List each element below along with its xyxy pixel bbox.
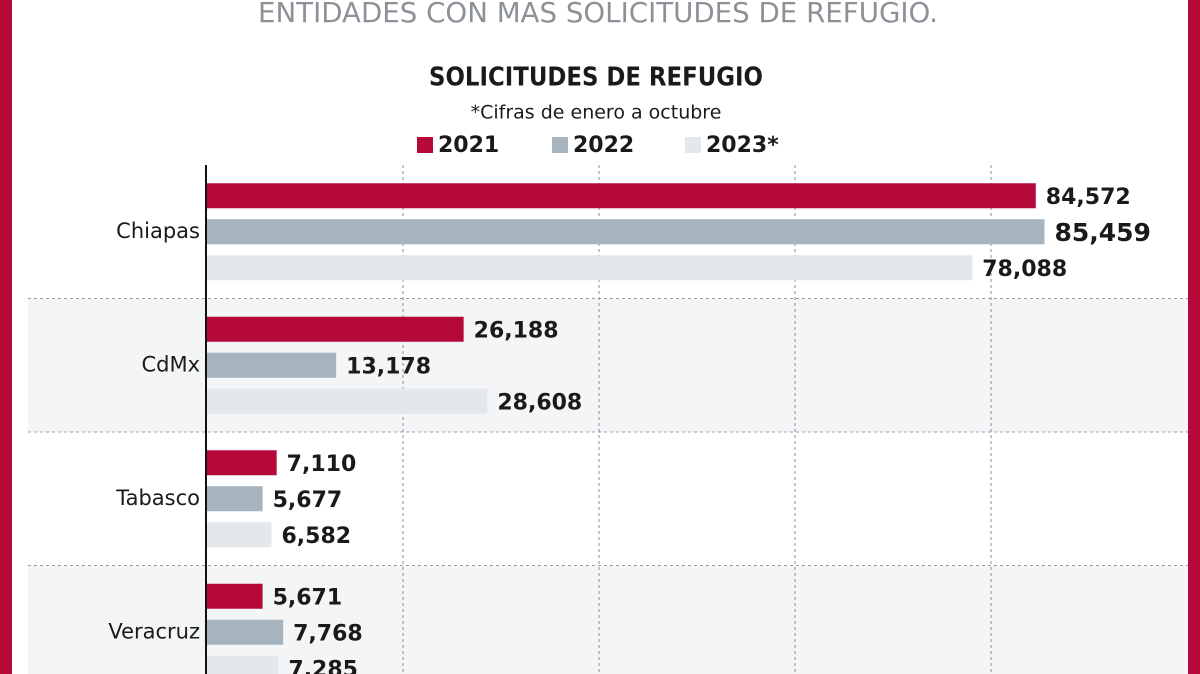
legend-swatch bbox=[685, 137, 701, 153]
bar bbox=[207, 352, 337, 378]
bar bbox=[207, 183, 1036, 209]
value-label: 13,178 bbox=[346, 354, 431, 379]
bar bbox=[207, 316, 464, 342]
value-label: 7,110 bbox=[287, 452, 357, 477]
y-tick-label: CdMx bbox=[141, 352, 200, 376]
value-label: 26,188 bbox=[474, 318, 559, 343]
bar bbox=[207, 522, 272, 548]
bar bbox=[207, 583, 263, 609]
bar bbox=[207, 255, 973, 281]
legend-swatch bbox=[552, 137, 568, 153]
chart-subtitle: *Cifras de enero a octubre bbox=[471, 102, 722, 124]
y-tick-label: Tabasco bbox=[115, 486, 200, 510]
value-label: 7,768 bbox=[293, 621, 363, 646]
value-label: 85,459 bbox=[1054, 218, 1150, 247]
legend-label: 2021 bbox=[438, 133, 499, 158]
y-tick-label: Veracruz bbox=[108, 619, 200, 643]
value-label: 5,677 bbox=[273, 488, 343, 513]
frame-left bbox=[0, 0, 12, 674]
value-label: 6,582 bbox=[282, 524, 352, 549]
row-band bbox=[28, 298, 1188, 432]
legend-swatch bbox=[417, 137, 433, 153]
value-label: 5,671 bbox=[273, 585, 343, 610]
bar bbox=[207, 388, 488, 414]
value-label: 28,608 bbox=[497, 390, 582, 415]
row-band bbox=[28, 565, 1188, 674]
bar bbox=[207, 619, 284, 645]
y-tick-label: Chiapas bbox=[116, 219, 200, 243]
frame-right bbox=[1188, 0, 1200, 674]
value-label: 84,572 bbox=[1046, 185, 1131, 210]
header: ENTIDADES CON MÁS SOLICITUDES DE REFUGIO… bbox=[258, 0, 938, 29]
legend-label: 2022 bbox=[573, 133, 634, 158]
value-label: 7,285 bbox=[288, 657, 358, 674]
bar bbox=[207, 219, 1045, 245]
chart-title: SOLICITUDES DE REFUGIO bbox=[429, 63, 763, 93]
bar bbox=[207, 450, 277, 476]
bar bbox=[207, 486, 263, 512]
bar bbox=[207, 655, 279, 674]
value-label: 78,088 bbox=[982, 257, 1067, 282]
legend-label: 2023* bbox=[706, 133, 779, 158]
